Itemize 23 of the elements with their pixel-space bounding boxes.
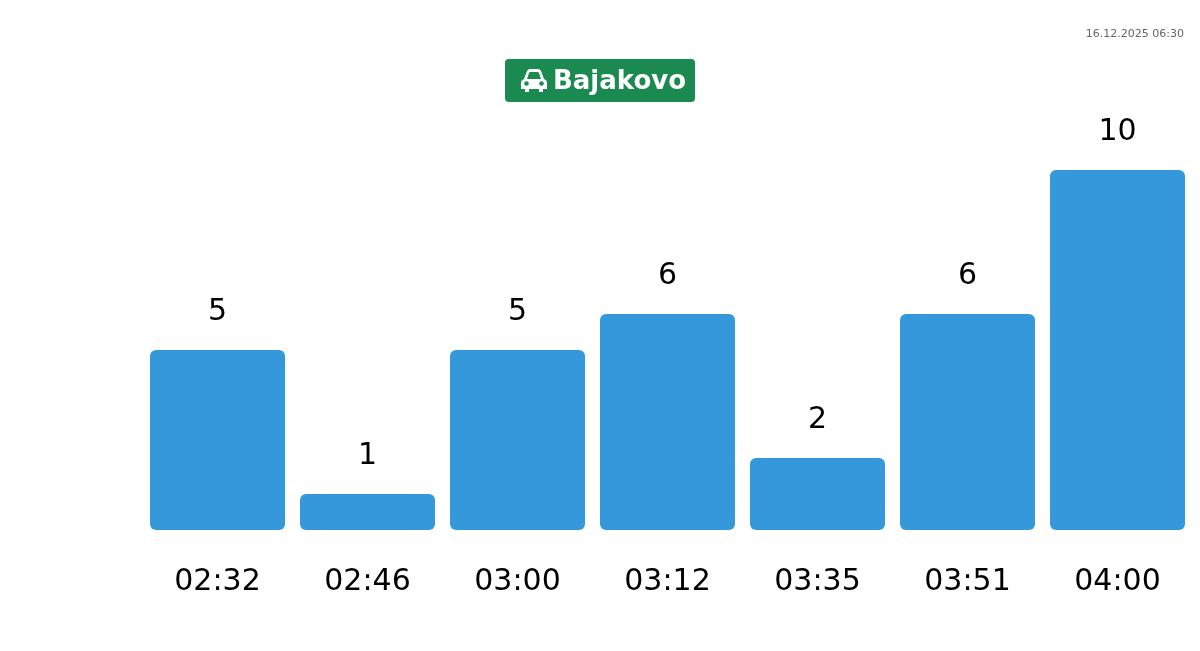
x-tick-label: 02:32 [174, 562, 261, 597]
bar [1050, 170, 1185, 530]
bar [750, 458, 885, 530]
chart-title: Bajakovo [553, 65, 687, 95]
bar [900, 314, 1035, 530]
data-label: 10 [1098, 112, 1137, 147]
data-label: 2 [807, 400, 828, 435]
x-tick-label: 03:35 [774, 562, 861, 597]
data-label: 5 [507, 292, 528, 327]
bar [600, 314, 735, 530]
data-label: 5 [207, 292, 228, 327]
x-tick-label: 03:12 [624, 562, 711, 597]
x-tick-label: 03:00 [474, 562, 561, 597]
bar [150, 350, 285, 530]
x-tick-label: 03:51 [924, 562, 1011, 597]
x-tick-label: 02:46 [324, 562, 411, 597]
data-label: 6 [657, 256, 678, 291]
data-label: 1 [357, 436, 378, 471]
bar [450, 350, 585, 530]
x-tick-label: 04:00 [1074, 562, 1161, 597]
text: 16.12.2025 06:30 [1085, 27, 1184, 40]
bar [300, 494, 435, 530]
data-label: 6 [957, 256, 978, 291]
